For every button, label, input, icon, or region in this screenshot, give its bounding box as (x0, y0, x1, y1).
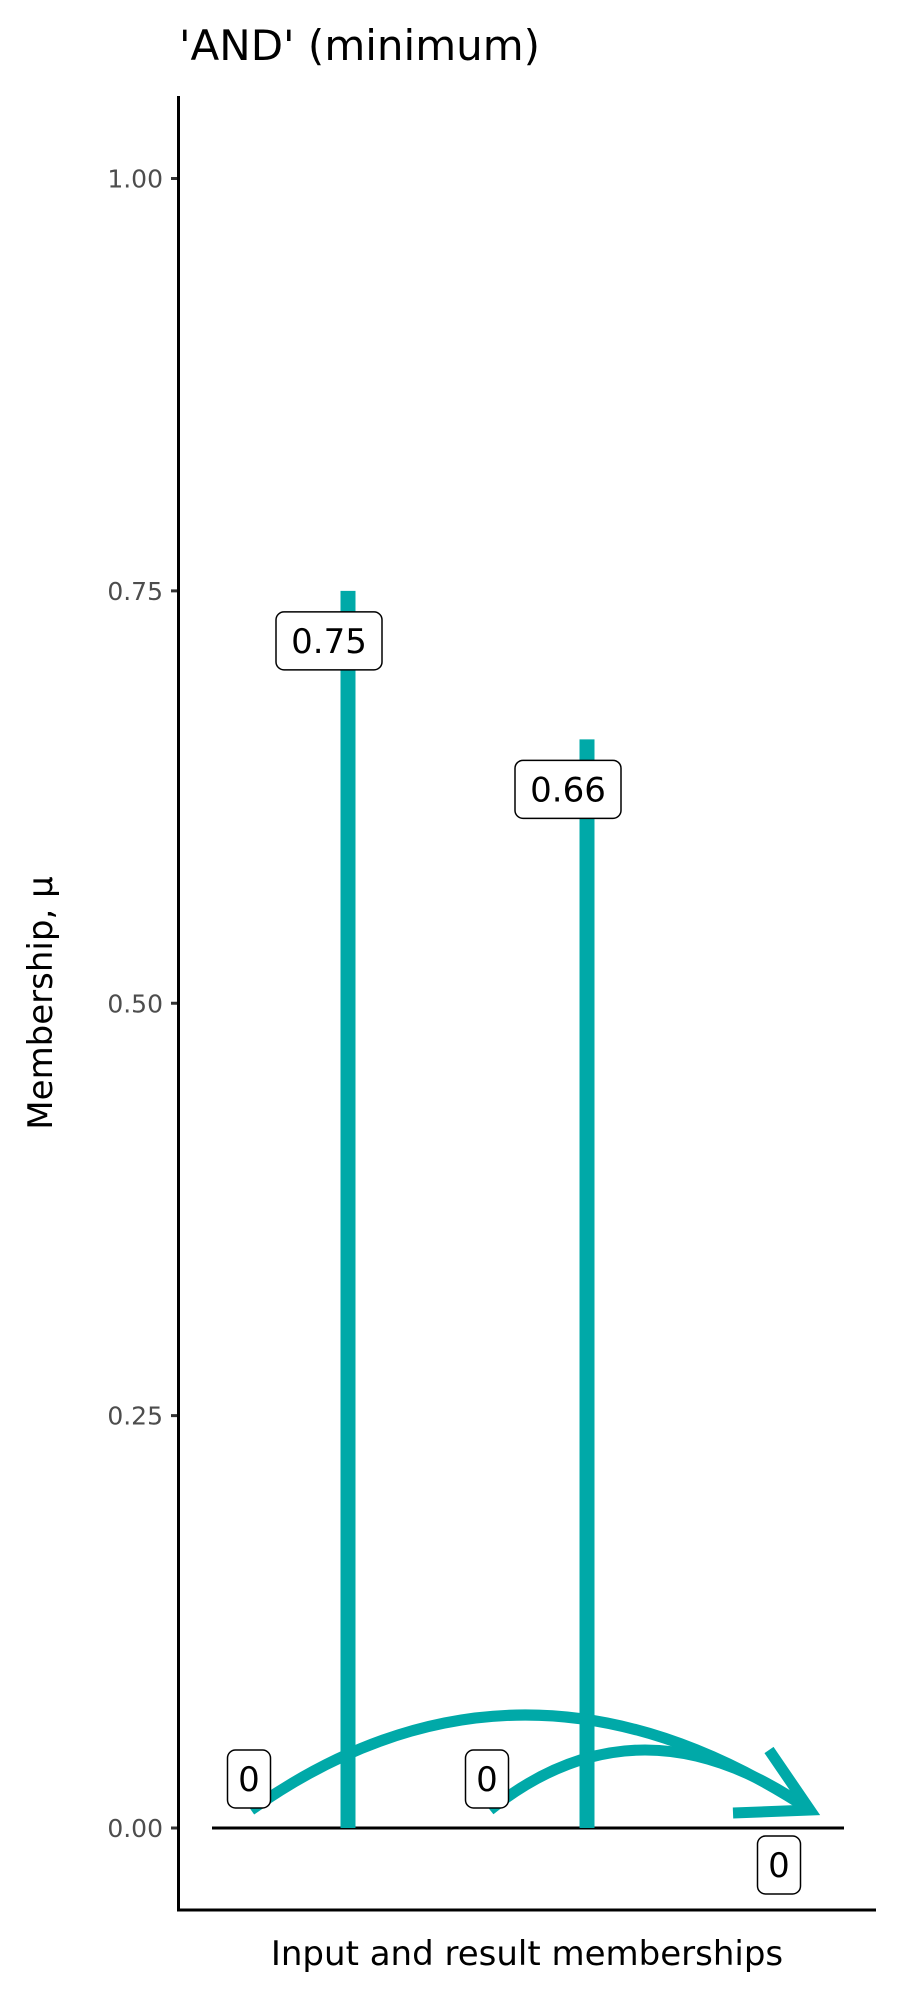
chart-title: 'AND' (minimum) (179, 21, 540, 70)
y-tick-label: 0.25 (107, 1402, 163, 1431)
data-label-box (756, 1835, 802, 1895)
data-label-box (514, 759, 622, 820)
data-label: 0 (768, 1846, 790, 1886)
data-label: 0.66 (530, 770, 606, 810)
y-tick-label: 0.50 (107, 989, 163, 1018)
data-label: 0 (238, 1760, 260, 1800)
arrows (247, 1709, 821, 1819)
data-label-box (464, 1749, 510, 1809)
y-axis-title: Membership, µ (21, 876, 61, 1129)
x-axis-title: Input and result memberships (271, 1934, 783, 1974)
y-axis-ticks: 0.00 0.25 0.50 0.75 1.00 (107, 165, 178, 1843)
bars (340, 590, 595, 1828)
arrow-curve-2 (486, 1744, 814, 1815)
data-label-box (275, 611, 383, 671)
data-label: 0 (476, 1760, 498, 1800)
arrow-head (732, 1746, 821, 1819)
y-tick-label: 0.00 (107, 1814, 163, 1843)
y-tick-label: 0.75 (107, 577, 163, 606)
data-label-box (226, 1749, 272, 1809)
y-tick-label: 1.00 (107, 165, 163, 194)
data-labels: 0.75 0.66 0 0 0 (226, 611, 802, 1895)
data-label: 0.75 (291, 622, 367, 662)
